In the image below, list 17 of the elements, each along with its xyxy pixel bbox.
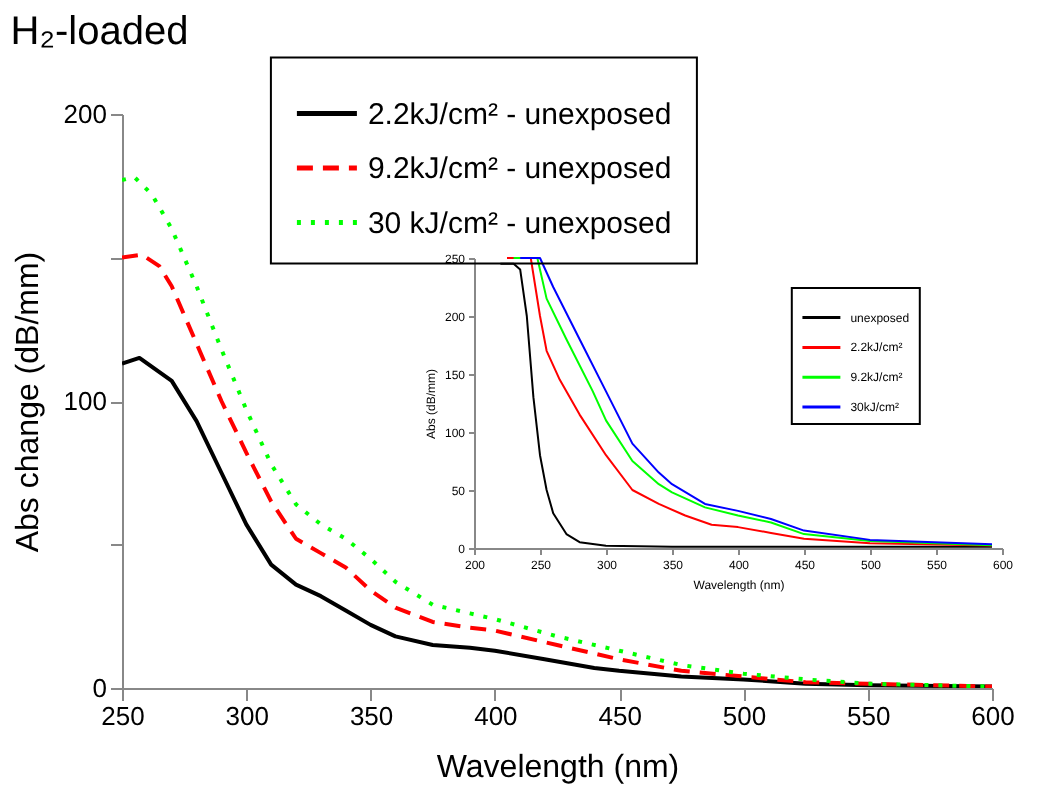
legend-label: 2.2kJ/cm² - unexposed <box>367 97 672 132</box>
x-tick-label: 400 <box>474 701 518 731</box>
x-tick-label: 600 <box>971 701 1015 731</box>
y-axis-title: Abs change (dB/mm) <box>11 251 46 553</box>
x-tick-label: 550 <box>847 701 891 731</box>
x-tick-label: 250 <box>101 701 145 731</box>
x-tick-label: 300 <box>225 701 269 731</box>
x-tick-label: 350 <box>349 701 394 731</box>
x-axis-title: Wavelength (nm) <box>436 751 680 785</box>
y-tick-label: 0 <box>92 673 107 703</box>
x-tick-label: 500 <box>722 701 767 731</box>
chart-title: H₂-loaded <box>10 9 189 54</box>
legend-label: 9.2kJ/cm² - unexposed <box>367 152 672 187</box>
legend-label: 30 kJ/cm² - unexposed <box>367 206 672 241</box>
y-tick-label: 100 <box>63 386 107 416</box>
x-tick-label: 450 <box>598 701 642 731</box>
y-tick-label: 200 <box>63 99 107 129</box>
